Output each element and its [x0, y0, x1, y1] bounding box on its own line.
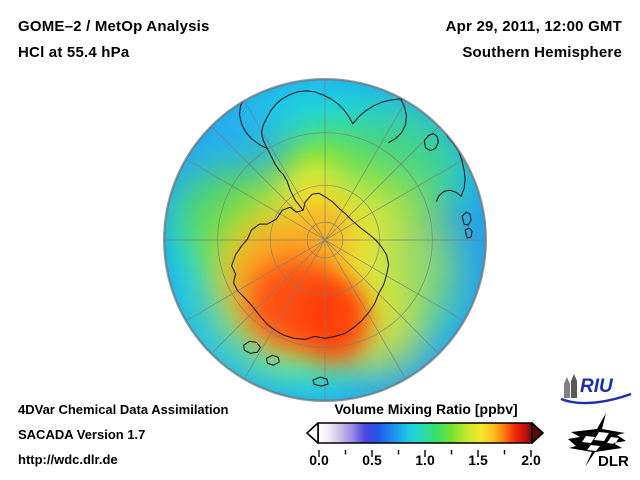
title-line-1: GOME–2 / MetOp Analysis [18, 18, 210, 35]
colorbar-tick-2: 1.0 [415, 452, 435, 468]
colorbar-tick-1: 0.5 [362, 452, 382, 468]
riu-wordmark: RIU [580, 376, 614, 397]
dlr-logo: DLR [566, 412, 634, 470]
field-lobe-red-south [299, 278, 371, 363]
riu-logo: RIU [558, 372, 634, 406]
title-line-2: HCl at 55.4 hPa [18, 44, 130, 61]
dlr-mark-icon [568, 413, 626, 467]
riu-towers-icon [564, 374, 577, 398]
colorbar-ticks [318, 445, 532, 457]
colorbar-tick-4: 2.0 [521, 452, 541, 468]
polar-map [163, 78, 487, 402]
globe-disc [163, 78, 487, 402]
colorbar [306, 421, 544, 445]
colorbar-tick-3: 1.5 [468, 452, 488, 468]
colorbar-tick-labels: 0.0 0.5 1.0 1.5 2.0 [300, 452, 550, 472]
footer-line-1: 4DVar Chemical Data Assimilation [18, 402, 229, 417]
footer-url[interactable]: http://wdc.dlr.de [18, 452, 118, 467]
hemisphere-label: Southern Hemisphere [462, 44, 622, 61]
coastlines [231, 87, 473, 387]
date-time-label: Apr 29, 2011, 12:00 GMT [445, 18, 622, 35]
footer-line-2: SACADA Version 1.7 [18, 427, 146, 442]
colorbar-label: Volume Mixing Ratio [ppbv] [334, 401, 518, 417]
graticule [164, 79, 486, 401]
dlr-wordmark: DLR [598, 453, 629, 470]
colorbar-tick-0: 0.0 [309, 452, 329, 468]
